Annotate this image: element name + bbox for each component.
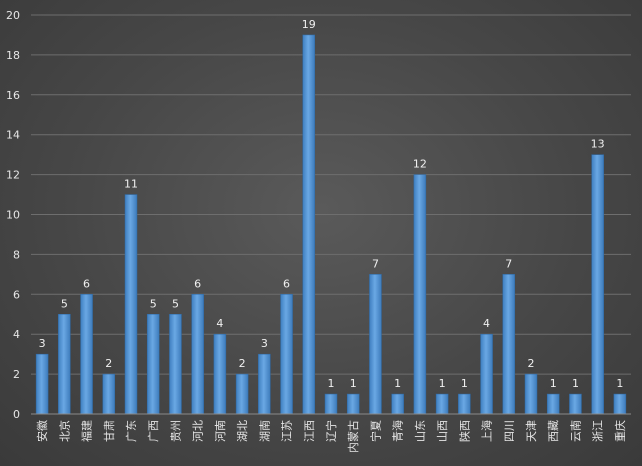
bar xyxy=(169,314,182,415)
bar xyxy=(435,393,449,415)
x-tick-label: 辽宁 xyxy=(324,420,338,442)
x-tick-label: 西藏 xyxy=(547,420,560,442)
data-label: 1 xyxy=(572,377,579,390)
bar xyxy=(58,314,71,415)
x-tick-label: 天津 xyxy=(525,420,538,442)
x-tick-label: 广西 xyxy=(147,420,160,442)
bar xyxy=(480,333,493,415)
x-tick-label: 宁夏 xyxy=(368,420,382,442)
bar xyxy=(369,274,382,415)
bar xyxy=(35,353,49,415)
x-tick-label: 湖南 xyxy=(258,420,271,442)
x-tick-label: 甘肃 xyxy=(103,420,116,442)
y-tick-label: 12 xyxy=(6,169,20,182)
data-label: 6 xyxy=(194,277,201,290)
bar xyxy=(458,393,471,415)
gridlines xyxy=(31,14,631,375)
data-label: 5 xyxy=(61,297,68,310)
x-tick-label: 内蒙古 xyxy=(346,420,360,453)
x-tick-label: 四川 xyxy=(503,420,516,442)
y-tick-label: 8 xyxy=(13,248,20,261)
bar xyxy=(613,393,627,415)
y-tick-label: 6 xyxy=(13,288,20,301)
x-tick-label: 北京 xyxy=(57,420,71,442)
y-tick-label: 2 xyxy=(13,368,20,381)
bar xyxy=(146,314,160,415)
y-tick-label: 14 xyxy=(6,129,20,142)
data-label: 3 xyxy=(261,337,268,350)
bars xyxy=(35,34,627,415)
x-tick-label: 江西 xyxy=(303,420,316,442)
x-tick-label: 河南 xyxy=(214,420,227,442)
data-label: 1 xyxy=(616,377,623,390)
data-label: 6 xyxy=(83,277,90,290)
x-tick-label: 陕西 xyxy=(457,420,471,442)
data-label: 1 xyxy=(394,377,401,390)
x-tick-label: 广东 xyxy=(125,420,138,442)
x-tick-label: 重庆 xyxy=(613,420,627,442)
bar xyxy=(213,333,227,415)
bar xyxy=(346,393,360,415)
bar xyxy=(124,194,138,415)
x-tick-label: 贵州 xyxy=(169,420,182,442)
y-tick-label: 4 xyxy=(13,328,20,341)
data-label: 1 xyxy=(550,377,557,390)
x-tick-label: 上海 xyxy=(480,420,494,442)
data-label: 5 xyxy=(172,297,179,310)
x-tick-label: 江苏 xyxy=(281,420,294,442)
x-tick-label: 山西 xyxy=(436,420,449,442)
data-label: 7 xyxy=(372,257,379,270)
data-label: 13 xyxy=(591,138,605,151)
data-label: 3 xyxy=(39,337,46,350)
bar xyxy=(324,393,338,415)
data-label: 11 xyxy=(124,178,138,191)
data-label: 4 xyxy=(483,317,490,330)
data-label: 19 xyxy=(302,18,316,31)
x-tick-label: 河北 xyxy=(192,420,205,442)
data-label: 6 xyxy=(283,277,290,290)
bar xyxy=(102,373,116,415)
data-label: 5 xyxy=(150,297,157,310)
x-axis: 安徽 北京 福建 甘肃 广东 广西 贵州 河北 河南 湖北 湖南 江苏 江西 辽宁 内蒙古 宁夏 青海 山东 山西陕… xyxy=(31,413,631,453)
bar xyxy=(235,373,249,415)
x-tick-label: 福建 xyxy=(80,420,94,442)
bar xyxy=(302,34,316,415)
bar xyxy=(569,393,582,415)
bar xyxy=(280,294,293,415)
data-label: 1 xyxy=(328,377,335,390)
x-tick-label: 山东 xyxy=(414,420,427,442)
data-label: 1 xyxy=(439,377,446,390)
y-axis: 0 2 4 6 8 10 12 14 16 18 20 xyxy=(6,9,20,421)
bar xyxy=(546,393,560,415)
data-label: 4 xyxy=(216,317,223,330)
bar xyxy=(191,294,204,415)
bar xyxy=(391,393,404,415)
data-label: 1 xyxy=(461,377,468,390)
bar xyxy=(258,353,271,415)
data-label: 7 xyxy=(505,257,512,270)
data-label: 2 xyxy=(239,357,246,370)
bar xyxy=(502,274,516,415)
data-label: 2 xyxy=(105,357,112,370)
bar xyxy=(524,373,538,415)
x-tick-label: 安徽 xyxy=(35,420,49,442)
y-tick-label: 18 xyxy=(6,49,20,62)
x-tick-label: 浙江 xyxy=(592,420,605,442)
x-tick-label: 青海 xyxy=(391,420,405,442)
bar xyxy=(80,294,93,415)
y-tick-label: 20 xyxy=(6,9,20,22)
x-tick-label: 湖北 xyxy=(236,420,249,442)
data-label: 1 xyxy=(350,377,357,390)
data-label: 2 xyxy=(528,357,535,370)
x-tick-label: 云南 xyxy=(569,420,582,442)
bar xyxy=(591,154,604,415)
y-tick-label: 0 xyxy=(13,408,20,421)
data-label: 12 xyxy=(413,158,427,171)
y-tick-label: 16 xyxy=(6,89,20,102)
bar xyxy=(413,174,427,415)
y-tick-label: 10 xyxy=(6,209,20,222)
